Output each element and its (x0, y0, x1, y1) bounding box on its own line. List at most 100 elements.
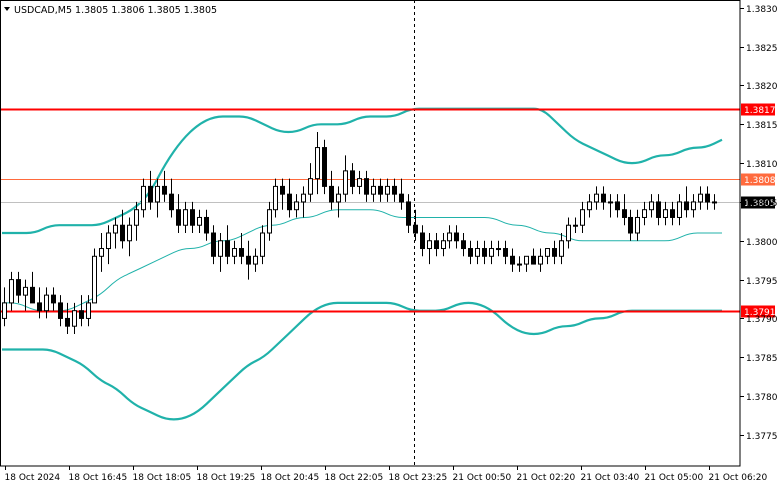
candle (308, 163, 313, 202)
candle (406, 194, 411, 233)
x-tick-label: 18 Oct 23:25 (389, 473, 448, 483)
candle-body-bear (628, 216, 633, 234)
price-level-tag-text-1.3817: 1.3817 (744, 106, 776, 116)
candle-body-bear (510, 255, 515, 265)
candle-body-bull (573, 224, 578, 227)
bollinger-lower (2, 301, 722, 421)
candle (441, 233, 446, 257)
candle-body-bull (489, 248, 494, 257)
plot-frame (0, 0, 741, 467)
candle-body-bull (86, 302, 91, 319)
price-level-tag-1.3817 (741, 103, 775, 116)
candle (622, 194, 627, 226)
y-tick-label-1.3830: 1.3830 (746, 5, 778, 15)
candlesticks (2, 132, 717, 334)
candle-body-bear (454, 232, 459, 242)
y-tick-label-1.3805: 1.3805 (746, 199, 778, 209)
candle-body-bear (148, 185, 153, 203)
candle-body-bear (30, 286, 35, 304)
candle-body-bull (155, 185, 160, 203)
candle-body-bull (649, 201, 654, 211)
candle (218, 233, 223, 272)
candle (176, 194, 181, 233)
candle-body-bull (371, 185, 376, 195)
candle (573, 217, 578, 233)
candle-body-bear (503, 248, 508, 257)
candle (635, 209, 640, 241)
candle-body-bull (294, 201, 299, 211)
candle (601, 186, 606, 210)
candle (287, 178, 292, 218)
candle-body-bull (197, 216, 202, 226)
candle (642, 201, 647, 226)
candle (461, 233, 466, 257)
candle (113, 217, 118, 249)
candle (496, 240, 501, 257)
x-tick-label: 21 Oct 06:20 (709, 473, 768, 483)
candle-body-bull (524, 255, 529, 265)
candle (2, 287, 7, 327)
candle-body-bear (622, 209, 627, 218)
candle-body-bear (65, 317, 70, 327)
candle (322, 139, 327, 195)
candle (79, 295, 84, 327)
candle-body-bear (322, 147, 327, 187)
y-tick-label-1.3820: 1.3820 (746, 82, 778, 92)
candle-body-bear (162, 185, 167, 195)
candle-body-bull (343, 170, 348, 195)
candle (378, 178, 383, 202)
candle-body-bull (559, 240, 564, 257)
candle-body-bull (642, 209, 647, 218)
candle (120, 209, 125, 249)
candle-body-bull (663, 209, 668, 218)
candle-body-bear (552, 248, 557, 257)
candle-body-bull (44, 294, 49, 312)
candle (162, 170, 167, 202)
candle-body-bear (329, 185, 334, 203)
candle-body-bull (475, 248, 480, 257)
y-tick-label-1.3780: 1.3780 (746, 393, 778, 403)
candle (587, 194, 592, 218)
candle (183, 201, 188, 233)
candle-body-bear (190, 209, 195, 226)
candle-body-bull (2, 302, 7, 319)
candle (615, 194, 620, 218)
candle-body-bull (218, 240, 223, 257)
candle-body-bull (427, 240, 432, 250)
candle-body-bear (176, 209, 181, 226)
x-tick-label: 18 Oct 16:45 (69, 473, 128, 483)
candle (329, 170, 334, 210)
candle (608, 194, 613, 218)
candle-body-bear (169, 193, 174, 211)
candle (273, 178, 278, 218)
dropdown-triangle-icon[interactable] (4, 7, 10, 11)
x-tick-label: 18 Oct 18:05 (133, 473, 192, 483)
candle-body-bull (712, 201, 717, 204)
bollinger-middle (2, 209, 722, 312)
candle (552, 240, 557, 265)
candle (225, 225, 230, 265)
candle (211, 225, 216, 265)
candle (705, 186, 710, 210)
candle (413, 209, 418, 241)
candle (399, 178, 404, 210)
candle (134, 201, 139, 241)
candle (677, 194, 682, 226)
candle-body-bull (106, 232, 111, 250)
candle-body-bear (615, 201, 620, 211)
candle (65, 302, 70, 334)
candle-body-bull (594, 193, 599, 203)
current-price-tag-text: 1.3805 (744, 199, 776, 209)
y-tick-label-1.3775: 1.3775 (746, 432, 778, 442)
candle (246, 240, 251, 280)
candle (58, 295, 63, 327)
candle (649, 194, 654, 218)
candle (106, 225, 111, 265)
candle (141, 178, 146, 218)
candle (434, 233, 439, 257)
candle (169, 178, 174, 218)
candle-body-bull (677, 201, 682, 218)
candle (503, 240, 508, 265)
candle (357, 170, 362, 195)
